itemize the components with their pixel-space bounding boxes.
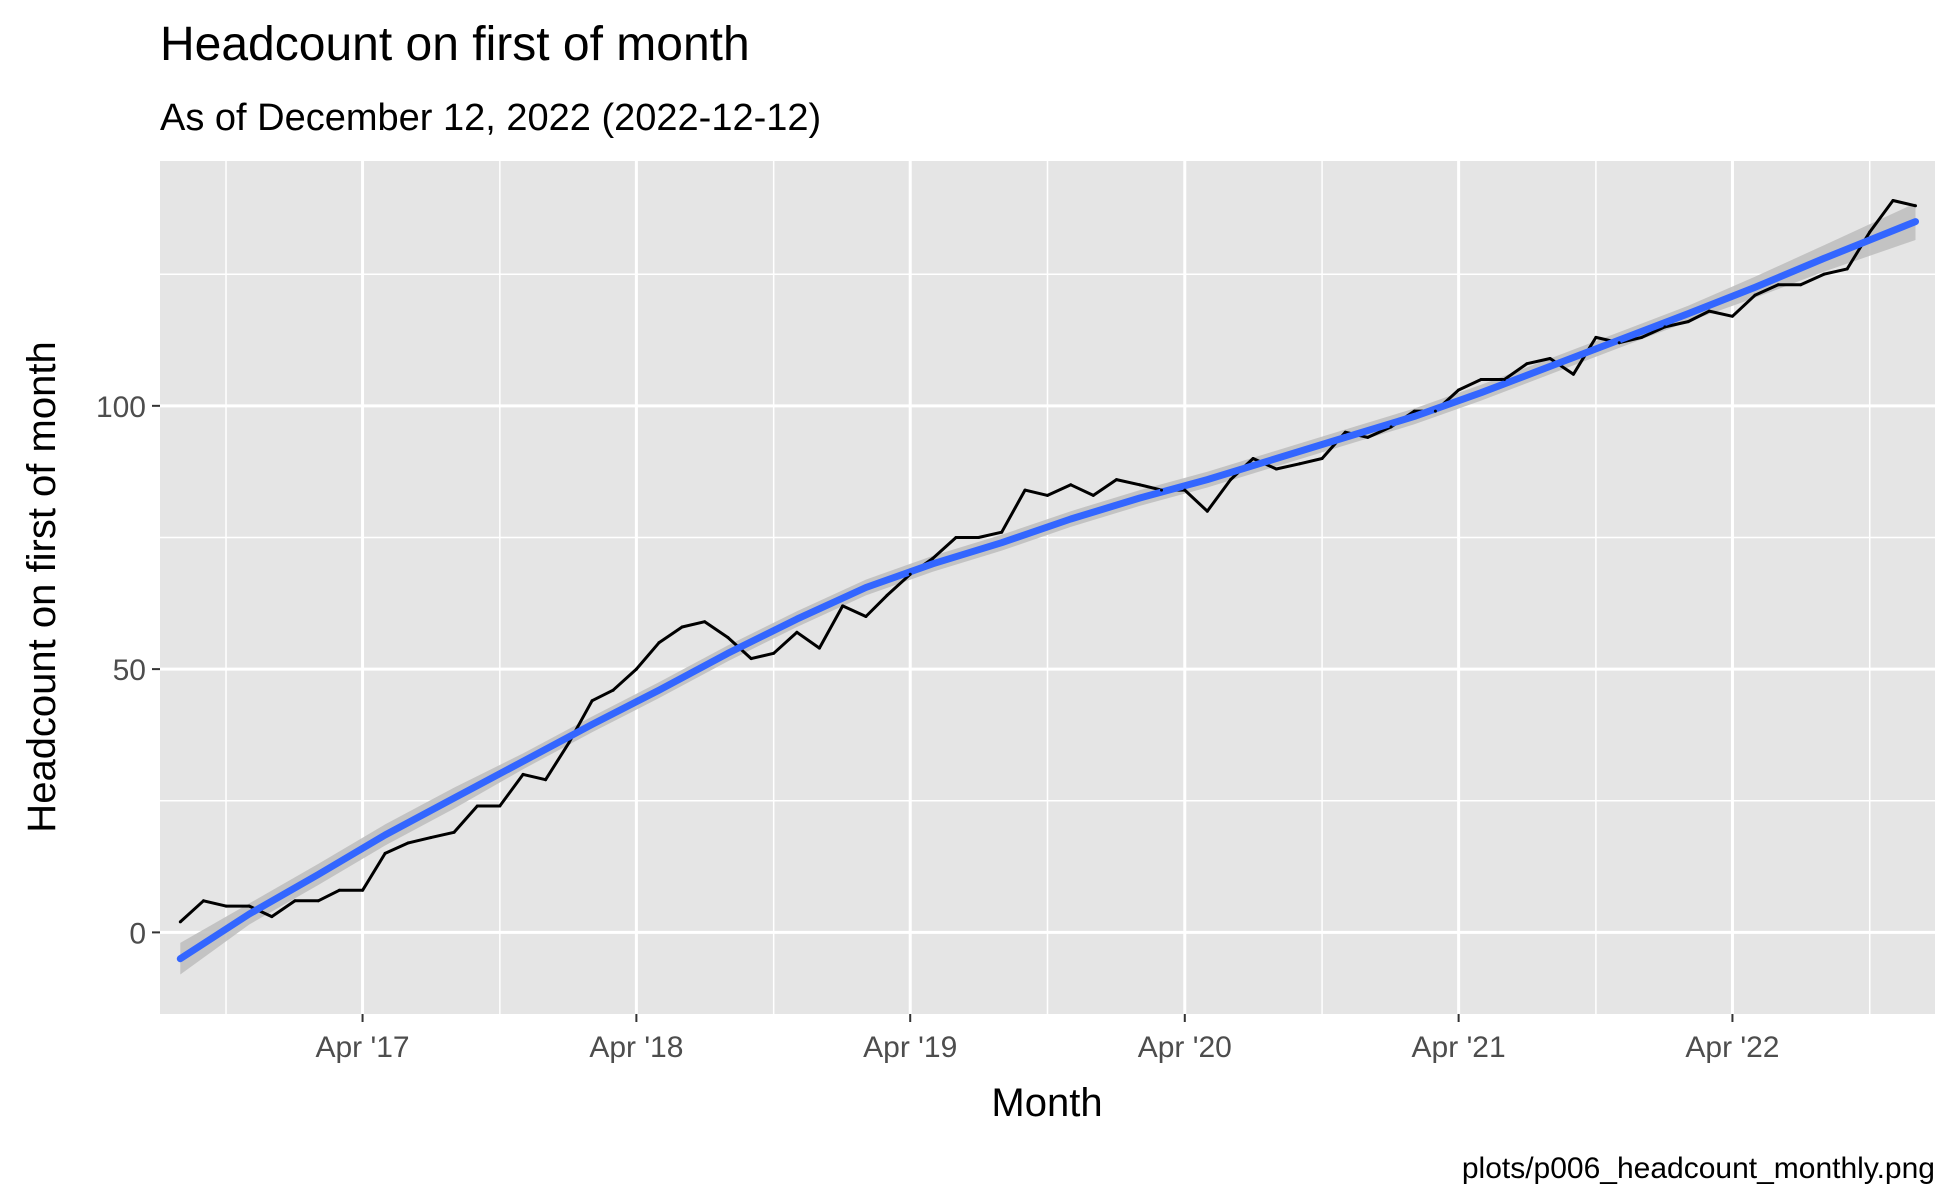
headcount-point: [1115, 478, 1118, 482]
headcount-point: [1412, 409, 1416, 413]
headcount-point: [1479, 378, 1483, 381]
headcount-point: [202, 899, 205, 903]
headcount-point: [1046, 493, 1049, 497]
headcount-point: [703, 620, 707, 624]
headcount-point: [977, 536, 980, 539]
headcount-point: [1205, 509, 1209, 513]
x-tick-label: Apr '21: [1412, 1031, 1506, 1064]
headcount-point: [1298, 462, 1302, 466]
chart-subtitle: As of December 12, 2022 (2022-12-12): [160, 97, 821, 139]
headcount-point: [406, 841, 410, 845]
headcount-point: [1000, 530, 1004, 534]
headcount-point: [498, 804, 502, 808]
headcount-point: [1548, 357, 1552, 360]
x-axis-title: Month: [991, 1081, 1102, 1125]
headcount-point: [1640, 335, 1644, 339]
headcount-point: [1594, 335, 1598, 339]
x-tick-label: Apr '20: [1138, 1031, 1232, 1064]
headcount-point: [1343, 430, 1347, 434]
headcount-point: [270, 915, 274, 919]
headcount-point: [726, 636, 730, 639]
headcount-point: [224, 904, 228, 908]
headcount-point: [429, 836, 433, 840]
headcount-point: [1686, 320, 1690, 324]
trend-line: [176, 218, 1919, 963]
headcount-point: [1320, 457, 1324, 460]
headcount-point: [1707, 309, 1711, 313]
headcount-point: [247, 904, 251, 908]
headcount-point: [772, 651, 776, 655]
headcount-point: [1753, 293, 1757, 297]
headcount-point: [475, 804, 479, 808]
headcount-point: [361, 888, 365, 892]
headcount-point: [1366, 435, 1370, 439]
headcount-point: [1229, 478, 1233, 482]
headcount-point: [1776, 283, 1780, 287]
x-tick-label: Apr '17: [315, 1031, 409, 1064]
x-tick-label: Apr '18: [589, 1031, 683, 1064]
headcount-point: [1914, 204, 1917, 208]
headcount-point: [908, 572, 912, 576]
headcount-point: [1502, 378, 1506, 381]
headcount-point: [1845, 267, 1849, 271]
grid-minor-x: [225, 161, 1871, 1014]
headcount-point: [1663, 325, 1667, 329]
headcount-point: [1457, 388, 1461, 392]
headcount-point: [178, 920, 182, 924]
headcount-points: [178, 199, 1917, 924]
x-tick-label: Apr '19: [863, 1031, 957, 1064]
x-tick-label: Apr '22: [1685, 1031, 1779, 1064]
headcount-point: [680, 625, 684, 629]
headcount-point: [1274, 467, 1278, 471]
y-axis-title: Headcount on first of month: [20, 341, 64, 832]
headcount-point: [521, 772, 525, 776]
headcount-point: [1389, 425, 1393, 429]
grid-major-y: [160, 404, 1935, 934]
headcount-point: [634, 667, 638, 671]
headcount-point: [885, 593, 889, 597]
headcount-point: [383, 851, 387, 855]
headcount-point: [1799, 283, 1803, 287]
headcount-point: [544, 778, 548, 782]
headcount-point: [749, 657, 753, 661]
headcount-point: [1822, 272, 1826, 276]
headcount-point: [1183, 488, 1187, 492]
headcount-point: [1617, 341, 1621, 345]
headcount-point: [1023, 488, 1027, 492]
headcount-point: [1251, 457, 1255, 460]
headcount-point: [795, 630, 799, 634]
y-tick-label: 100: [96, 391, 146, 424]
headcount-point: [1730, 314, 1734, 318]
headcount-point: [1091, 493, 1095, 497]
headcount-point: [1525, 362, 1529, 366]
headcount-point: [293, 899, 297, 903]
headcount-point: [316, 899, 320, 903]
headcount-point: [1069, 483, 1073, 487]
headcount-point: [337, 888, 341, 892]
headcount-point: [1160, 488, 1163, 492]
headcount-point: [1138, 483, 1142, 487]
y-axis: 0 50 100: [96, 391, 160, 950]
headcount-point: [1571, 372, 1575, 376]
headcount-point: [817, 646, 821, 650]
headcount-point: [657, 641, 661, 645]
headcount-point: [1868, 230, 1872, 234]
headcount-point: [931, 557, 935, 560]
headcount-point: [1433, 409, 1437, 413]
headcount-point: [864, 615, 868, 618]
headcount-point: [590, 699, 594, 703]
chart-caption: plots/p006_headcount_monthly.png: [1462, 1152, 1935, 1185]
headcount-point: [841, 604, 845, 608]
headcount-point: [567, 741, 571, 745]
headcount-point: [452, 830, 456, 834]
x-axis: Apr '17 Apr '18 Apr '19 Apr '20 Apr '21 Apr '…: [315, 1014, 1780, 1064]
headcount-point: [954, 536, 958, 539]
y-tick-label: 0: [129, 917, 146, 950]
headcount-point: [1891, 199, 1895, 202]
headcount-point: [611, 688, 615, 692]
y-tick-label: 50: [113, 654, 146, 687]
chart-title: Headcount on first of month: [160, 18, 750, 71]
